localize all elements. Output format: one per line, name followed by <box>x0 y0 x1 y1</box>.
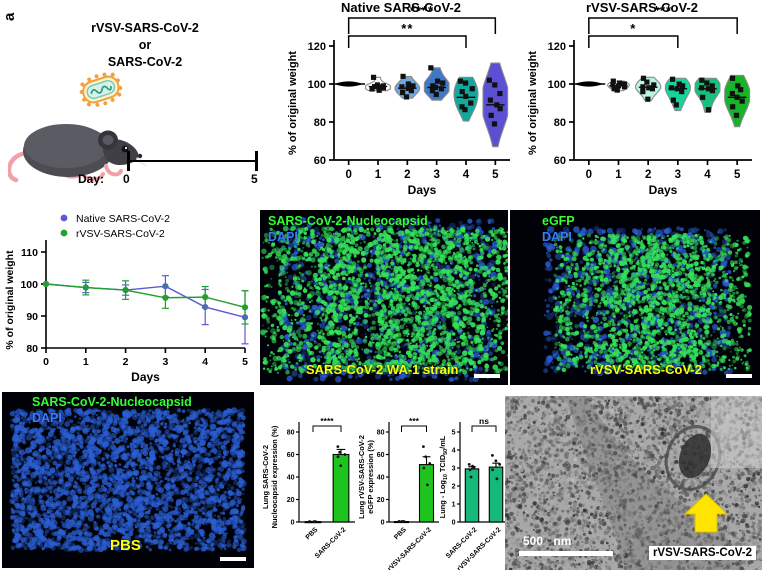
svg-text:0: 0 <box>43 356 49 368</box>
svg-text:2: 2 <box>645 169 651 181</box>
svg-text:110: 110 <box>21 247 38 259</box>
violin-native-title: Native SARS-CoV-2 <box>341 0 461 15</box>
mouse-icon <box>6 96 149 186</box>
svg-text:80: 80 <box>314 117 326 129</box>
virus-particle-icon <box>78 70 124 110</box>
em-scale-bar <box>519 551 613 556</box>
schematic-title-line-1: rVSV-SARS-CoV-2 <box>91 21 199 35</box>
weight-loss-line-chart: 80 90 100 110 0 1 2 3 4 5 % of original weight Days… <box>0 200 258 395</box>
svg-text:Native SARS-CoV-2: Native SARS-CoV-2 <box>76 213 170 225</box>
svg-text:1: 1 <box>375 169 382 181</box>
micrograph-tag-nucleocapsid: SARS-CoV-2-Nucleocapsid <box>32 395 192 409</box>
schematic-title-line-2: or <box>138 38 152 52</box>
svg-text:Days: Days <box>649 183 678 197</box>
micrograph-tag-egfp: eGFP <box>542 214 575 228</box>
violin-plot-rvsv-sars-cov-2: rVSV-SARS-CoV-2 60 80 100 120% of original … <box>522 0 762 200</box>
svg-text:**: ** <box>401 21 413 36</box>
timeline-tick-start <box>127 151 130 171</box>
experiment-schematic: rVSV-SARS-CoV-2 or SARS-CoV-2 <box>0 0 280 200</box>
em-scale-unit: nm <box>553 534 572 548</box>
timeline-label-start: 0 <box>123 172 130 186</box>
svg-text:****: **** <box>410 3 434 18</box>
svg-text:Days: Days <box>131 370 160 384</box>
micrograph-tag-dapi: DAPI <box>542 230 572 244</box>
svg-text:100: 100 <box>548 79 566 91</box>
svg-text:3: 3 <box>433 169 439 181</box>
svg-text:***: *** <box>654 3 672 18</box>
em-scale-value: 500 nm <box>523 534 571 548</box>
svg-text:80: 80 <box>554 117 566 129</box>
micrograph-caption-pbs: PBS <box>110 537 141 554</box>
violin-plot-native-sars-cov-2: Native SARS-CoV-2 60 80 100 120% of origina… <box>282 0 520 200</box>
timeline: Day: 0 5 <box>78 150 270 190</box>
micrograph-rvsv-sars-cov-2: eGFP DAPI rVSV-SARS-CoV-2 <box>510 210 760 385</box>
svg-text:5: 5 <box>242 356 248 368</box>
micrograph-caption-wa1: SARS-CoV-2 WA-1 strain <box>306 362 459 377</box>
svg-text:% of original weight: % of original weight <box>527 51 539 155</box>
svg-text:rVSV-SARS-CoV-2: rVSV-SARS-CoV-2 <box>76 228 165 240</box>
svg-text:4: 4 <box>202 356 208 368</box>
svg-text:% of original weight: % of original weight <box>4 250 16 350</box>
violin-rvsv-title: rVSV-SARS-CoV-2 <box>586 0 698 15</box>
svg-text:3: 3 <box>675 169 681 181</box>
scale-bar <box>726 374 752 378</box>
bar-chart-lung-tcid50: 0 1 2 3 4 5 SARS-CoV-2 rVSV-SARS-CoV-2 Lung - Lo… <box>434 404 512 570</box>
micrograph-egfp-image <box>510 210 760 385</box>
svg-text:4: 4 <box>704 169 711 181</box>
micrograph-tag-dapi: DAPI <box>32 411 62 425</box>
micrograph-sars-cov-2-wa1: SARS-CoV-2-Nucleocapsid DAPI SARS-CoV-2 … <box>260 210 508 385</box>
svg-text:90: 90 <box>26 311 38 323</box>
up-arrow-annotation <box>683 493 729 533</box>
bar-chart-lung-egfp-expression: 0 20 40 60 80 PBS rVSV-SARS-CoV-2 Lung rVSV-SAR… <box>355 404 443 570</box>
svg-text:2: 2 <box>404 169 410 181</box>
micrograph-nucleocapsid-image <box>260 210 508 385</box>
svg-text:0: 0 <box>586 169 592 181</box>
micrograph-pbs-image <box>2 392 254 568</box>
em-scale-number: 500 <box>523 534 544 548</box>
svg-text:80: 80 <box>26 343 38 355</box>
svg-text:% of original weight: % of original weight <box>287 51 299 155</box>
svg-text:5: 5 <box>492 169 499 181</box>
micrograph-tag-nucleocapsid: SARS-CoV-2-Nucleocapsid <box>268 214 428 228</box>
svg-text:120: 120 <box>548 41 566 53</box>
micrograph-tag-dapi: DAPI <box>268 230 298 244</box>
svg-text:*: * <box>630 21 636 36</box>
svg-text:3: 3 <box>162 356 168 368</box>
svg-text:100: 100 <box>308 79 326 91</box>
svg-text:2: 2 <box>123 356 129 368</box>
schematic-title-line-3: SARS-CoV-2 <box>107 55 183 69</box>
svg-text:120: 120 <box>308 41 326 53</box>
timeline-day-label: Day: <box>78 172 105 186</box>
svg-text:4: 4 <box>463 169 470 181</box>
electron-micrograph-panel: rVSV-SARS-CoV-2 500 nm <box>505 396 762 570</box>
timeline-axis <box>128 160 258 162</box>
micrograph-pbs-control: SARS-CoV-2-Nucleocapsid DAPI PBS <box>2 392 254 568</box>
micrograph-caption-rvsv: rVSV-SARS-CoV-2 <box>590 362 702 377</box>
svg-text:5: 5 <box>734 169 741 181</box>
bar-chart-lung-nucleocapsid-expression: 0 20 40 60 80 PBS SARS-CoV-2 Lung SARS-CoV-2 Nuc… <box>259 404 359 570</box>
svg-text:1: 1 <box>615 169 622 181</box>
timeline-tick-end <box>255 151 258 171</box>
svg-text:Days: Days <box>408 183 437 197</box>
schematic-title: rVSV-SARS-CoV-2 or SARS-CoV-2 <box>30 20 260 71</box>
timeline-label-end: 5 <box>251 172 258 186</box>
svg-text:60: 60 <box>554 155 566 167</box>
em-panel-label: rVSV-SARS-CoV-2 <box>648 546 756 560</box>
svg-text:0: 0 <box>345 169 351 181</box>
svg-text:60: 60 <box>314 155 326 167</box>
scale-bar <box>474 374 500 378</box>
svg-text:1: 1 <box>83 356 89 368</box>
scale-bar <box>220 557 246 561</box>
svg-text:100: 100 <box>20 279 38 291</box>
